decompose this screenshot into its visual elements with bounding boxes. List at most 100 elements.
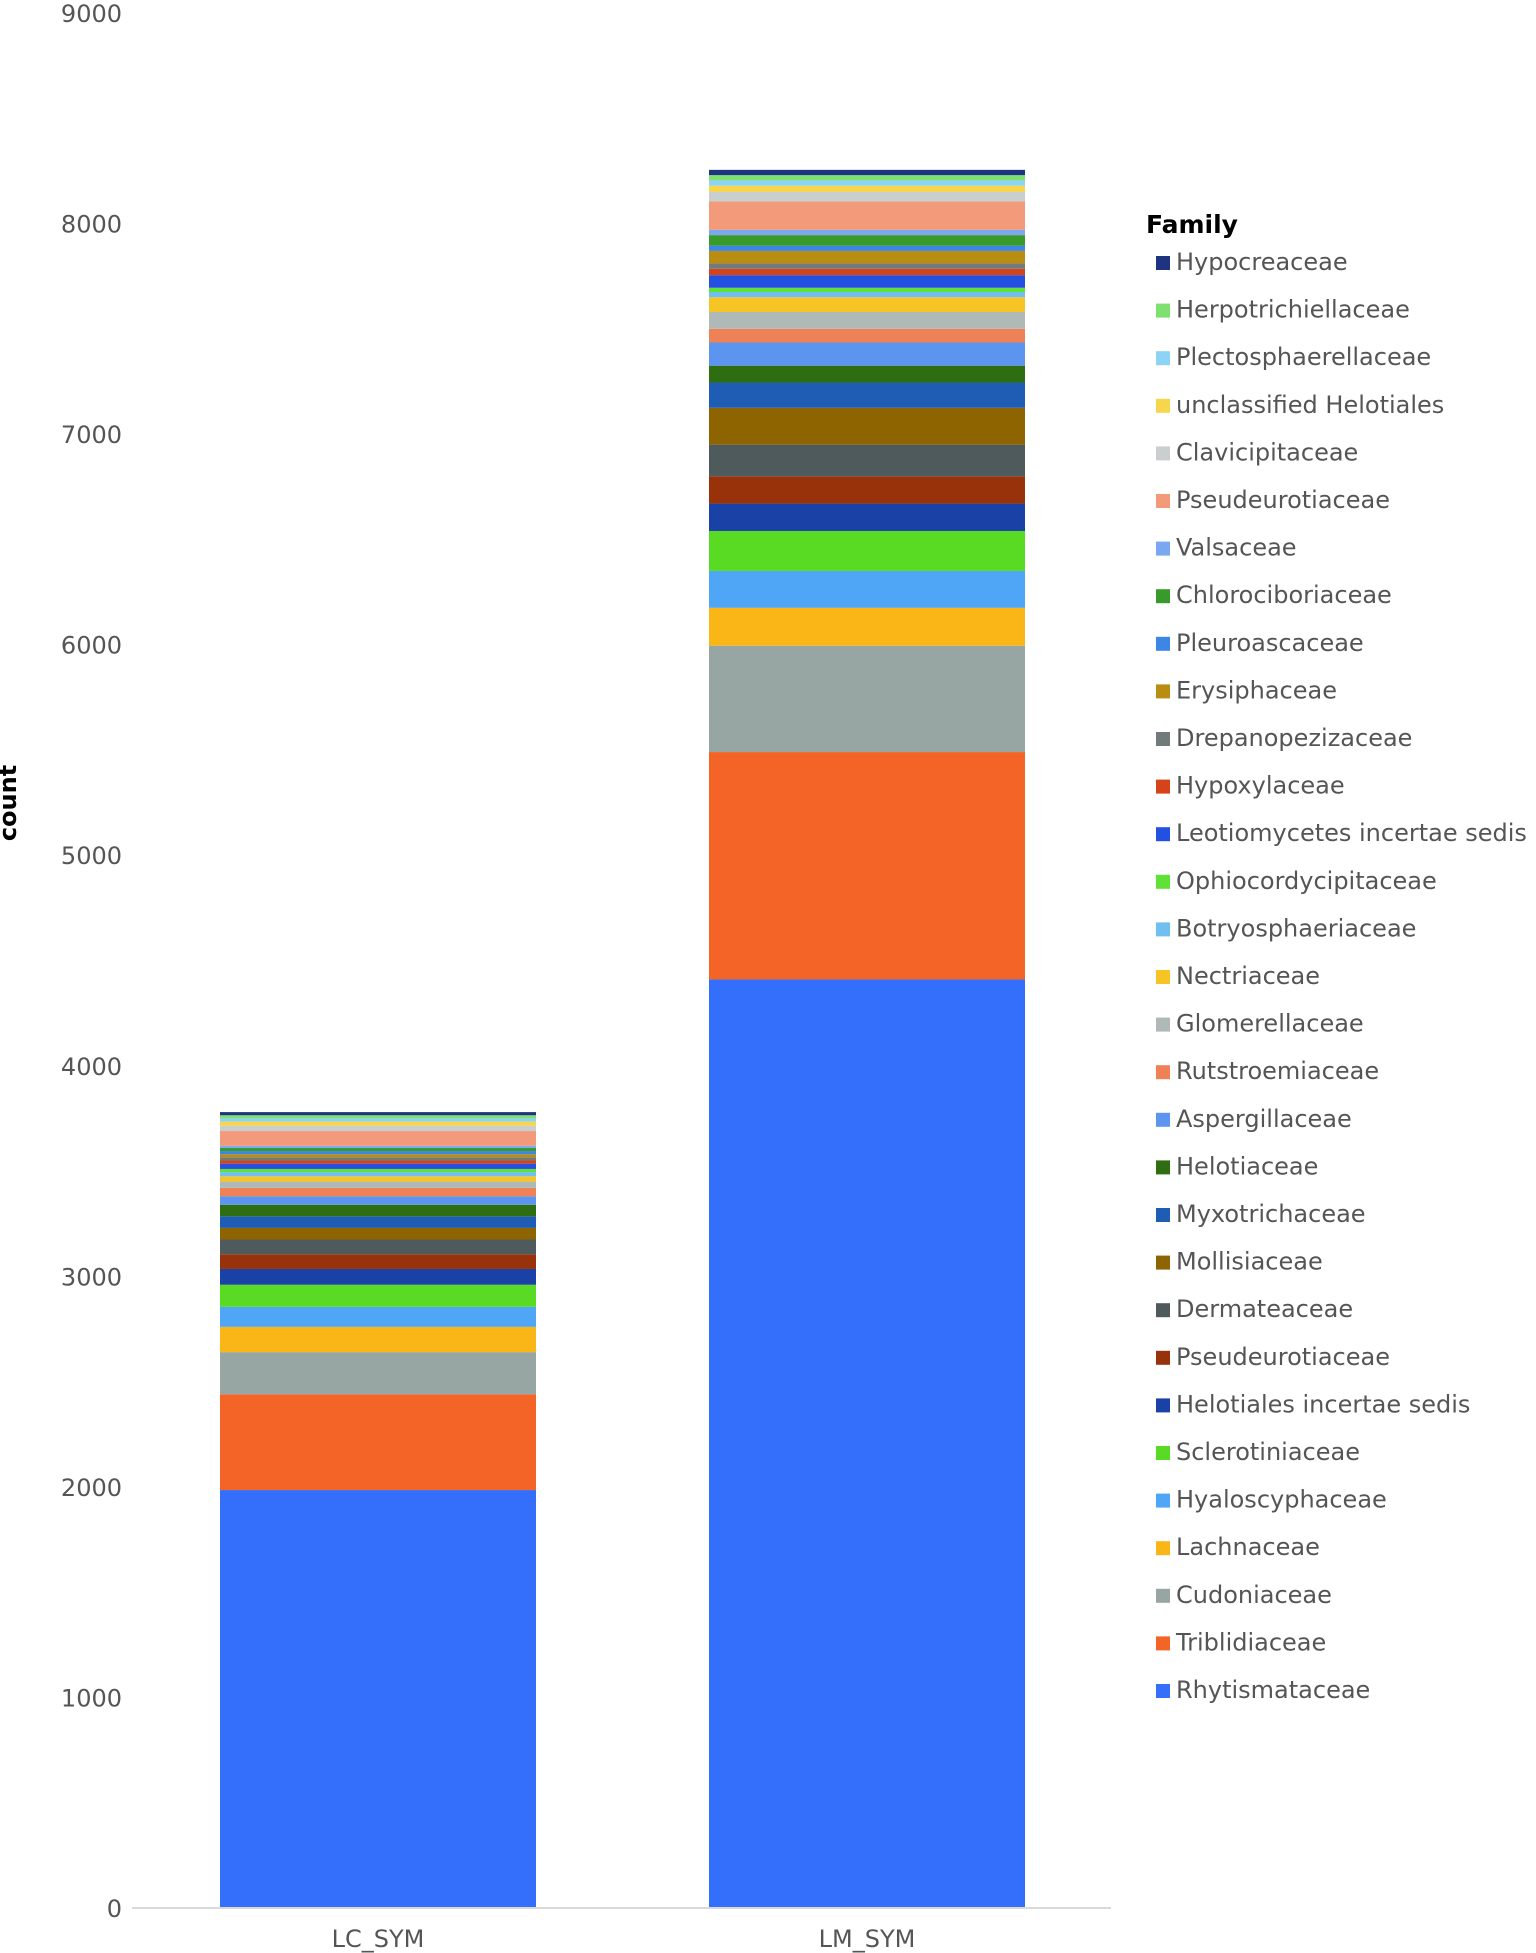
bar-segment <box>709 407 1025 445</box>
bar-segment <box>220 1284 536 1307</box>
legend-label: Dermateaceae <box>1176 1295 1353 1323</box>
legend-label: Helotiales incertae sedis <box>1176 1390 1470 1418</box>
legend-swatch <box>1156 684 1170 699</box>
legend-swatch <box>1156 1684 1170 1698</box>
bars <box>220 169 1025 1908</box>
legend-label: Lachnaceae <box>1176 1533 1320 1561</box>
legend-label: Leotiomycetes incertae sedis <box>1176 819 1527 847</box>
bar-segment <box>709 245 1025 251</box>
bar-segment <box>709 169 1025 176</box>
legend-label: Aspergillaceae <box>1176 1105 1352 1133</box>
legend-swatch <box>1156 1588 1170 1603</box>
legend-swatch <box>1156 589 1170 604</box>
bar-segment <box>220 1254 536 1269</box>
bar-segment <box>709 607 1025 646</box>
bar-segment <box>220 1204 536 1217</box>
legend-label: Herpotrichiellaceae <box>1176 296 1410 324</box>
bar-segment <box>220 1216 536 1228</box>
y-tick-label: 2000 <box>61 1474 122 1502</box>
legend-swatch <box>1156 779 1170 794</box>
bar-segment <box>220 1160 536 1164</box>
bar-segment <box>709 645 1025 753</box>
legend-swatch <box>1156 541 1170 556</box>
bar-segment <box>220 1154 536 1158</box>
bar-segment <box>220 1118 536 1122</box>
legend-swatch <box>1156 874 1170 889</box>
bar-segment <box>220 1306 536 1327</box>
legend-swatch <box>1156 970 1170 984</box>
x-tick-label: LC_SYM <box>332 1925 425 1953</box>
bar-segment <box>220 1181 536 1188</box>
bar-segment <box>709 180 1025 186</box>
legend-label: Nectriaceae <box>1176 962 1320 990</box>
y-axis-title: count <box>0 765 22 841</box>
bar-segment <box>220 1176 536 1182</box>
legend-swatch <box>1156 1160 1170 1175</box>
legend-label: Triblidiaceae <box>1175 1628 1326 1656</box>
bar-segment <box>709 570 1025 608</box>
bar-segment <box>709 342 1025 366</box>
bar-segment <box>220 1268 536 1285</box>
bar-segment <box>709 235 1025 246</box>
bar-segment <box>220 1394 536 1491</box>
bar-segment <box>709 365 1025 383</box>
bar-segment <box>709 297 1025 312</box>
bar-segment <box>709 250 1025 264</box>
legend-swatch <box>1156 1398 1170 1413</box>
legend-swatch <box>1156 1112 1170 1127</box>
legend-swatch <box>1156 1446 1170 1460</box>
bar-segment <box>709 201 1025 230</box>
y-tick-label: 6000 <box>61 632 122 660</box>
y-tick-label: 7000 <box>61 421 122 449</box>
bar-segment <box>220 1172 536 1177</box>
legend-swatch <box>1156 1208 1170 1222</box>
legend-swatch <box>1156 636 1170 651</box>
legend-swatch <box>1156 494 1170 508</box>
bar-segment <box>220 1239 536 1255</box>
bar-segment <box>220 1115 536 1119</box>
legend-swatch <box>1156 1636 1170 1651</box>
x-axis: LC_SYM LM_SYM <box>332 1925 916 1953</box>
legend-label: Cudoniaceae <box>1176 1581 1332 1609</box>
bar-segment <box>709 291 1025 298</box>
legend-title: Family <box>1146 210 1238 239</box>
legend-swatch <box>1156 256 1170 270</box>
bar-segment <box>709 311 1025 329</box>
bar-segment <box>709 444 1025 477</box>
bar-segment <box>220 1168 536 1173</box>
legend-label: Rhytismataceae <box>1176 1676 1370 1704</box>
legend-swatch <box>1156 1350 1170 1365</box>
y-tick-label: 3000 <box>61 1263 122 1291</box>
legend-swatch <box>1156 827 1170 842</box>
legend-label: Mollisiaceae <box>1176 1248 1323 1276</box>
bar-segment <box>220 1187 536 1197</box>
legend-label: Rutstroemiaceae <box>1176 1057 1379 1085</box>
bar-segment <box>220 1151 536 1155</box>
bar-segment <box>709 191 1025 202</box>
legend-swatch <box>1156 398 1170 413</box>
y-tick-label: 0 <box>107 1895 122 1923</box>
bar-segment <box>709 503 1025 531</box>
legend-swatch <box>1156 446 1170 461</box>
legend-label: Helotiaceae <box>1176 1152 1318 1180</box>
legend-swatch <box>1156 732 1170 746</box>
bar-segment <box>220 1196 536 1205</box>
legend-label: unclassified Helotiales <box>1176 391 1444 419</box>
legend-swatch <box>1156 1303 1170 1318</box>
legend-label: Chlorociboriaceae <box>1176 581 1392 609</box>
y-axis: 0 1000 2000 3000 4000 5000 6000 7000 8000 9000 <box>61 0 122 1923</box>
legend-swatch <box>1156 1255 1170 1270</box>
bar-segment <box>709 268 1025 276</box>
bar-segment <box>709 229 1025 236</box>
bar-segment <box>709 185 1025 192</box>
legend-swatch <box>1156 1065 1170 1080</box>
bar-segment <box>709 476 1025 504</box>
legend-label: Botryosphaeriaceae <box>1176 914 1416 942</box>
bar-segment <box>709 175 1025 181</box>
bar-segment <box>220 1131 536 1146</box>
legend-label: Pseudeurotiaceae <box>1176 1343 1390 1371</box>
bar-segment <box>220 1490 536 1908</box>
legend-swatch <box>1156 922 1170 937</box>
legend-label: Myxotrichaceae <box>1176 1200 1366 1228</box>
